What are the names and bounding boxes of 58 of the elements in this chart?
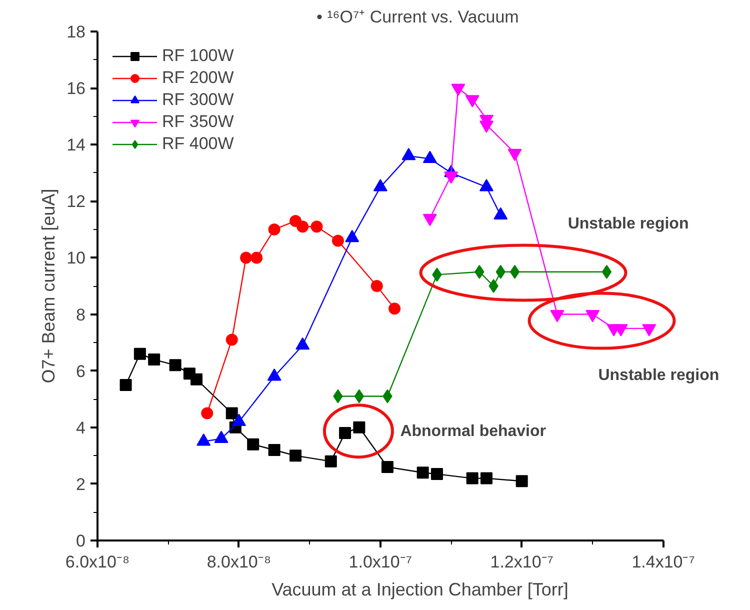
y-tick-label: 14	[66, 136, 86, 155]
point	[602, 264, 612, 279]
x-tick-label: 1.4x10⁻⁷	[632, 552, 695, 572]
legend-label: RF 100W	[162, 46, 234, 66]
y-tick-label: 2	[76, 474, 86, 494]
annotation: Abnormal behavior	[400, 422, 546, 440]
point	[370, 280, 383, 292]
y-tick-label: 18	[66, 22, 86, 42]
point	[430, 468, 443, 480]
point	[488, 279, 498, 293]
point	[240, 252, 252, 264]
point	[510, 264, 520, 279]
y-tick-label: 16	[66, 79, 86, 98]
x-tick-label: 1.0x10⁻⁷	[348, 552, 412, 572]
point	[226, 334, 238, 346]
point	[296, 220, 309, 233]
point	[148, 354, 160, 366]
legend-label: RF 400W	[162, 134, 234, 154]
y-axis-title: O7+ Beam current [euA]	[38, 188, 59, 384]
point	[353, 421, 366, 434]
legend-label: RF 300W	[162, 90, 234, 110]
point	[381, 460, 394, 473]
point	[310, 220, 323, 233]
point	[134, 348, 146, 360]
legend-label: RF 350W	[162, 112, 234, 132]
point	[324, 455, 337, 468]
y-tick-label: 12	[66, 192, 86, 212]
x-tick-label: 8.0x10⁻⁸	[206, 552, 272, 572]
y-tick-label: 0	[76, 532, 86, 550]
point	[169, 359, 182, 372]
point	[190, 373, 203, 386]
x-axis-title: Vacuum at a Injection Chamber [Torr]	[272, 580, 568, 600]
y-tick-label: 8	[76, 305, 86, 324]
point	[354, 389, 364, 404]
annotation: Unstable region	[598, 366, 720, 384]
point	[268, 223, 280, 236]
y-tick-label: 4	[76, 418, 86, 438]
legend-label: RF 200W	[162, 68, 234, 88]
y-tick-label: 6	[76, 362, 86, 381]
point	[339, 427, 352, 440]
point	[268, 444, 280, 456]
y-tick-label: 10	[66, 248, 86, 268]
x-tick-label: 1.2x10⁻⁷	[490, 552, 554, 572]
point	[226, 407, 238, 420]
annotation: Unstable region	[568, 215, 689, 232]
point	[416, 466, 429, 479]
point	[201, 407, 214, 420]
point	[480, 472, 492, 484]
point	[332, 234, 344, 247]
point	[290, 450, 302, 462]
point	[516, 475, 528, 488]
point	[250, 252, 263, 264]
point	[466, 472, 478, 484]
point	[388, 302, 401, 315]
point	[247, 438, 260, 450]
chart-title: • ¹⁶O⁷⁺ Current vs. Vacuum	[316, 8, 519, 26]
point	[120, 378, 132, 391]
x-tick-label: 6.0x10⁻⁸	[65, 552, 130, 572]
